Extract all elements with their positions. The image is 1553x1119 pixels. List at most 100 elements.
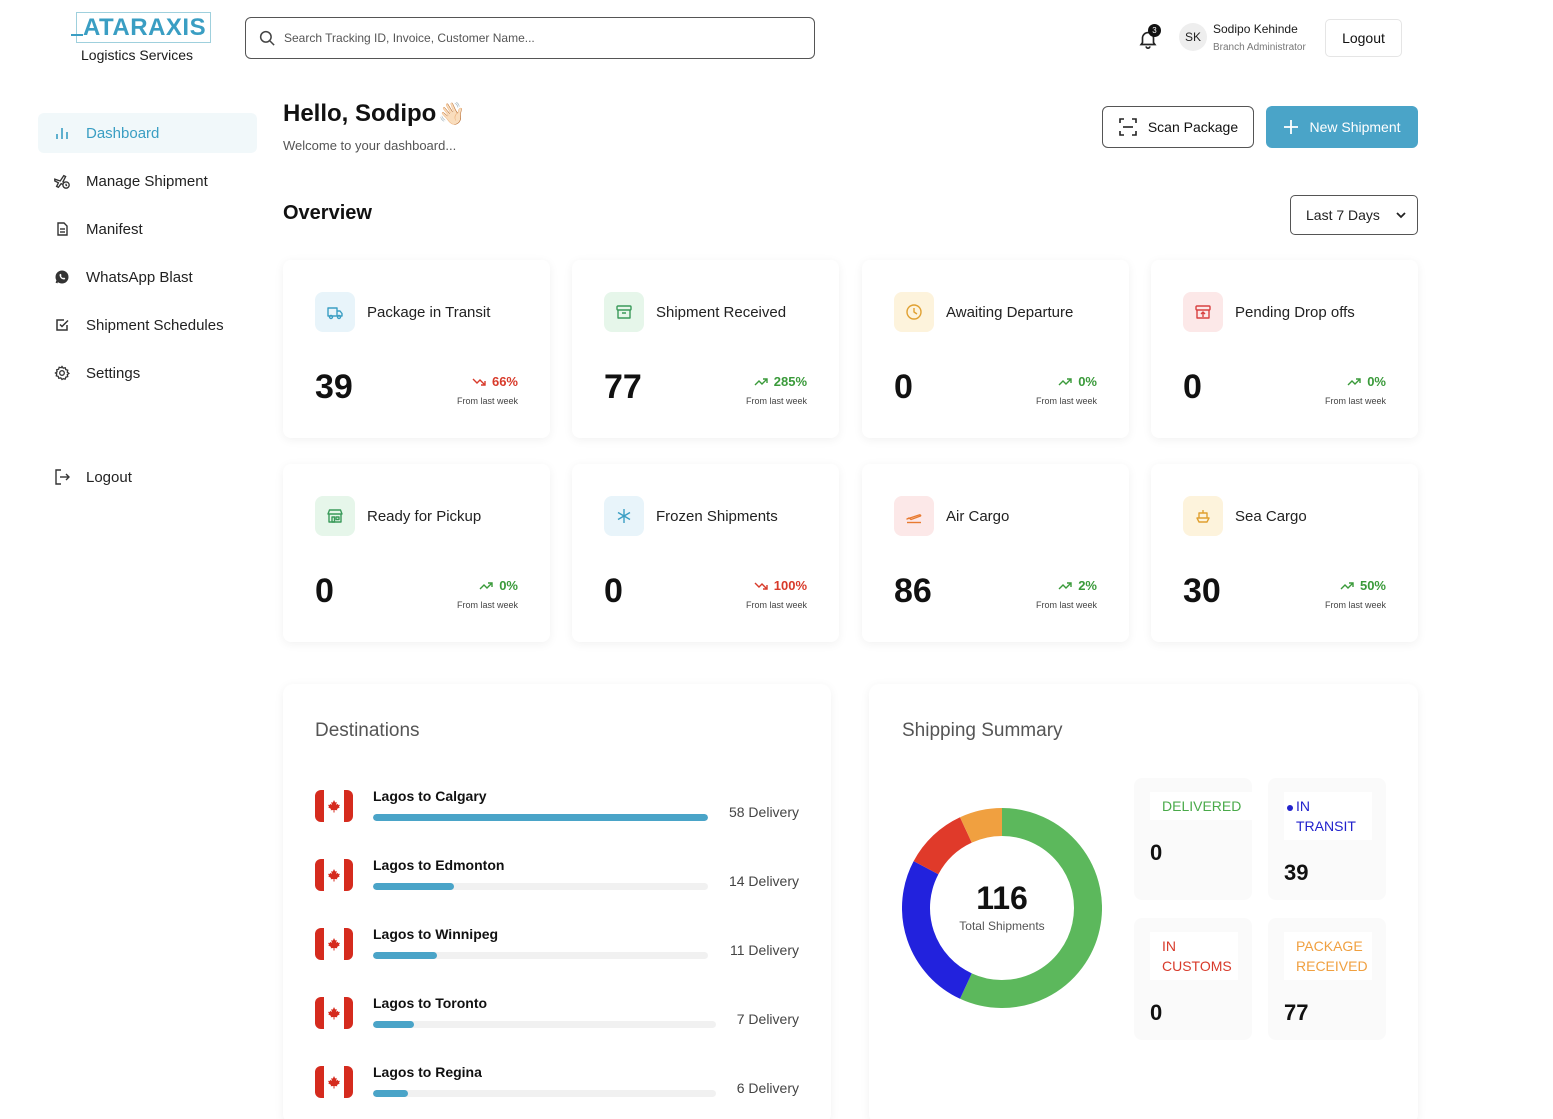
sidebar-item-manifest[interactable]: Manifest bbox=[38, 209, 257, 249]
search-box[interactable] bbox=[245, 17, 815, 59]
date-range-select[interactable]: Last 7 Days bbox=[1290, 195, 1418, 235]
trend-up-icon bbox=[1347, 377, 1361, 385]
canada-flag-icon bbox=[315, 1066, 353, 1098]
summary-box-label: IN CUSTOMS bbox=[1150, 932, 1238, 980]
stat-icon-bg bbox=[315, 496, 355, 536]
summary-label-text: IN TRANSIT bbox=[1296, 798, 1356, 834]
stat-sub: From last week bbox=[456, 600, 518, 610]
stat-delta-value: 50% bbox=[1359, 578, 1386, 593]
page-title: Hello, Sodipo👋🏻 bbox=[283, 100, 466, 128]
stat-card[interactable]: Awaiting Departure 0 0% From last week bbox=[862, 260, 1129, 438]
stat-card[interactable]: Ready for Pickup 0 0% From last week bbox=[283, 464, 550, 642]
summary-box: DELIVERED 0 bbox=[1134, 778, 1254, 900]
sidebar-item-settings[interactable]: Settings bbox=[38, 353, 257, 393]
stat-sub: From last week bbox=[1324, 396, 1386, 406]
sidebar-item-shipment-schedules[interactable]: Shipment Schedules bbox=[38, 305, 257, 345]
header-logout-button[interactable]: Logout bbox=[1325, 19, 1402, 57]
destination-progress-fill bbox=[373, 1021, 415, 1028]
donut-segment-2[interactable] bbox=[913, 817, 973, 875]
stat-sub: From last week bbox=[456, 396, 518, 406]
stat-delta-value: 66% bbox=[491, 374, 518, 389]
destination-route: Lagos to Winnipeg bbox=[373, 926, 499, 942]
store-icon bbox=[327, 509, 343, 523]
destination-route: Lagos to Edmonton bbox=[373, 857, 505, 873]
destination-progress-fill bbox=[373, 952, 437, 959]
summary-box: IN CUSTOMS 0 bbox=[1134, 918, 1252, 1040]
destination-progress-fill bbox=[373, 883, 454, 890]
stat-value: 0 bbox=[604, 572, 623, 610]
snowflake-icon bbox=[617, 509, 631, 523]
destination-progress-track bbox=[373, 1021, 716, 1028]
avatar[interactable]: SK bbox=[1179, 23, 1207, 51]
stat-delta: 0% bbox=[479, 578, 518, 593]
donut-segment-1[interactable] bbox=[902, 861, 973, 999]
brand-name: ATARAXIS bbox=[70, 12, 212, 43]
destination-route: Lagos to Calgary bbox=[373, 788, 487, 804]
stat-value: 30 bbox=[1183, 572, 1221, 610]
stat-value: 0 bbox=[315, 572, 334, 610]
summary-label-text: PACKAGE RECEIVED bbox=[1296, 938, 1368, 974]
destination-count: 7 Delivery bbox=[736, 1011, 799, 1027]
summary-box: IN TRANSIT 39 bbox=[1268, 778, 1386, 900]
destination-row[interactable]: Lagos to Calgary 58 Delivery bbox=[315, 788, 799, 830]
shipping-donut-chart bbox=[902, 808, 1102, 1008]
new-shipment-button[interactable]: New Shipment bbox=[1266, 106, 1418, 148]
logout-icon bbox=[53, 468, 71, 486]
donut-segment-0[interactable] bbox=[960, 808, 1102, 1008]
destination-row[interactable]: Lagos to Regina 6 Delivery bbox=[315, 1064, 799, 1106]
destination-row[interactable]: Lagos to Winnipeg 11 Delivery bbox=[315, 926, 799, 968]
date-range-value: Last 7 Days bbox=[1306, 207, 1380, 223]
stat-sub: From last week bbox=[1035, 600, 1097, 610]
status-dot-icon bbox=[1287, 805, 1293, 811]
stat-sub: From last week bbox=[1035, 396, 1097, 406]
stat-icon-bg bbox=[1183, 496, 1223, 536]
donut-segment-3[interactable] bbox=[960, 808, 1003, 843]
summary-box-label: DELIVERED bbox=[1150, 792, 1254, 820]
brand-subtitle: Logistics Services bbox=[81, 47, 194, 63]
stat-card[interactable]: Package in Transit 39 66% From last week bbox=[283, 260, 550, 438]
trend-up-icon bbox=[754, 377, 768, 385]
stat-card[interactable]: Pending Drop offs 0 0% From last week bbox=[1151, 260, 1418, 438]
canada-flag-icon bbox=[315, 859, 353, 891]
summary-box-value: 0 bbox=[1150, 1000, 1163, 1025]
archive-icon bbox=[616, 305, 632, 319]
greeting-text: Hello, Sodipo bbox=[283, 100, 437, 127]
destination-count: 11 Delivery bbox=[730, 942, 799, 958]
destination-progress-track bbox=[373, 952, 708, 959]
stat-card[interactable]: Sea Cargo 30 50% From last week bbox=[1151, 464, 1418, 642]
destinations-panel: Destinations Lagos to Calgary 58 Delivery… bbox=[283, 684, 831, 1119]
check-square-icon bbox=[53, 316, 71, 334]
stat-card[interactable]: Frozen Shipments 0 100% From last week bbox=[572, 464, 839, 642]
plus-icon bbox=[1284, 120, 1299, 134]
sidebar-item-manage-shipment[interactable]: Manage Shipment bbox=[38, 161, 257, 201]
sidebar-item-label: Logout bbox=[86, 468, 132, 486]
stat-icon-bg bbox=[315, 292, 355, 332]
total-shipments-label: Total Shipments bbox=[959, 919, 1045, 933]
summary-label-text: DELIVERED bbox=[1162, 798, 1242, 814]
stat-value: 77 bbox=[604, 368, 642, 406]
destination-progress-track bbox=[373, 883, 708, 890]
bar-chart-icon bbox=[53, 124, 71, 142]
destination-row[interactable]: Lagos to Toronto 7 Delivery bbox=[315, 995, 799, 1037]
stat-delta-value: 285% bbox=[773, 374, 807, 389]
trend-up-icon bbox=[1340, 581, 1354, 589]
sidebar-item-logout[interactable]: Logout bbox=[38, 457, 257, 497]
stat-label: Awaiting Departure bbox=[946, 304, 1074, 321]
shipping-summary-title: Shipping Summary bbox=[902, 720, 1063, 741]
truck-icon bbox=[327, 307, 343, 320]
scan-package-button[interactable]: Scan Package bbox=[1102, 106, 1254, 148]
stat-card[interactable]: Air Cargo 86 2% From last week bbox=[862, 464, 1129, 642]
trend-up-icon bbox=[479, 581, 493, 589]
destination-route: Lagos to Regina bbox=[373, 1064, 482, 1080]
user-name: Sodipo Kehinde bbox=[1213, 22, 1298, 36]
stat-card[interactable]: Shipment Received 77 285% From last week bbox=[572, 260, 839, 438]
scan-icon bbox=[1119, 118, 1137, 136]
search-input[interactable] bbox=[284, 31, 784, 45]
brand-logo[interactable]: ATARAXIS Logistics Services bbox=[70, 12, 216, 63]
ship-icon bbox=[1196, 510, 1210, 523]
destination-row[interactable]: Lagos to Edmonton 14 Delivery bbox=[315, 857, 799, 899]
sidebar-item-whatsapp-blast[interactable]: WhatsApp Blast bbox=[38, 257, 257, 297]
destinations-title: Destinations bbox=[315, 720, 420, 741]
sidebar-item-dashboard[interactable]: Dashboard bbox=[38, 113, 257, 153]
destination-route: Lagos to Toronto bbox=[373, 995, 488, 1011]
